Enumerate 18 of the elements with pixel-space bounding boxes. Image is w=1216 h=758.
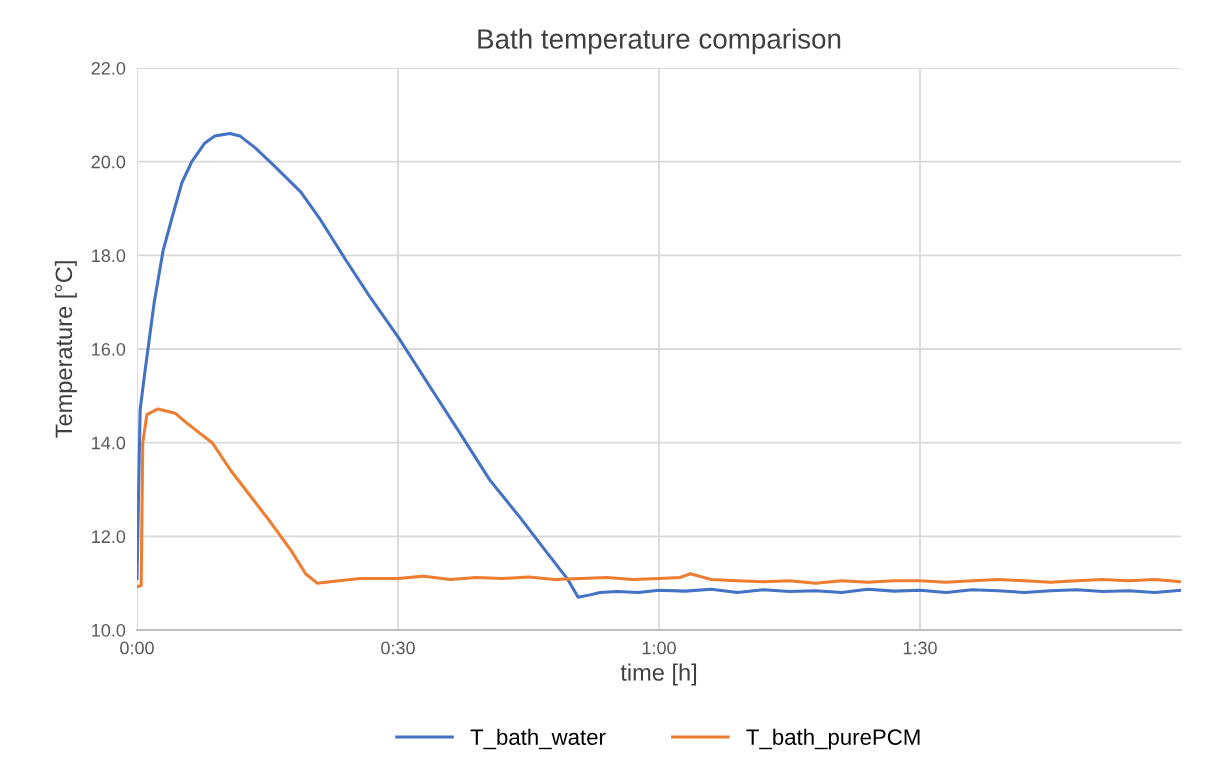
x-tick-label: 0:30	[381, 641, 415, 655]
legend-label: T_bath_purePCM	[746, 728, 920, 750]
y-tick-label: 18.0	[92, 249, 126, 263]
x-tick-label: 0:00	[120, 641, 154, 655]
y-axis-title: Temperature [°C]	[54, 261, 77, 438]
y-tick-label: 14.0	[92, 436, 126, 450]
y-tick-label: 12.0	[92, 530, 126, 544]
line-series	[137, 132, 1181, 599]
legend-label: T_bath_water	[470, 728, 606, 750]
y-tick-label: 16.0	[92, 342, 126, 356]
x-axis-title: time [h]	[620, 663, 697, 686]
y-tick-label: 10.0	[92, 623, 126, 637]
line-series	[137, 407, 1181, 589]
y-tick-label: 20.0	[91, 155, 126, 169]
x-tick-label: 1:00	[642, 641, 676, 655]
y-tick-label: 22.0	[91, 61, 126, 75]
chart-title: Bath temperature comparison	[478, 28, 841, 55]
x-tick-label: 1:30	[903, 641, 937, 655]
